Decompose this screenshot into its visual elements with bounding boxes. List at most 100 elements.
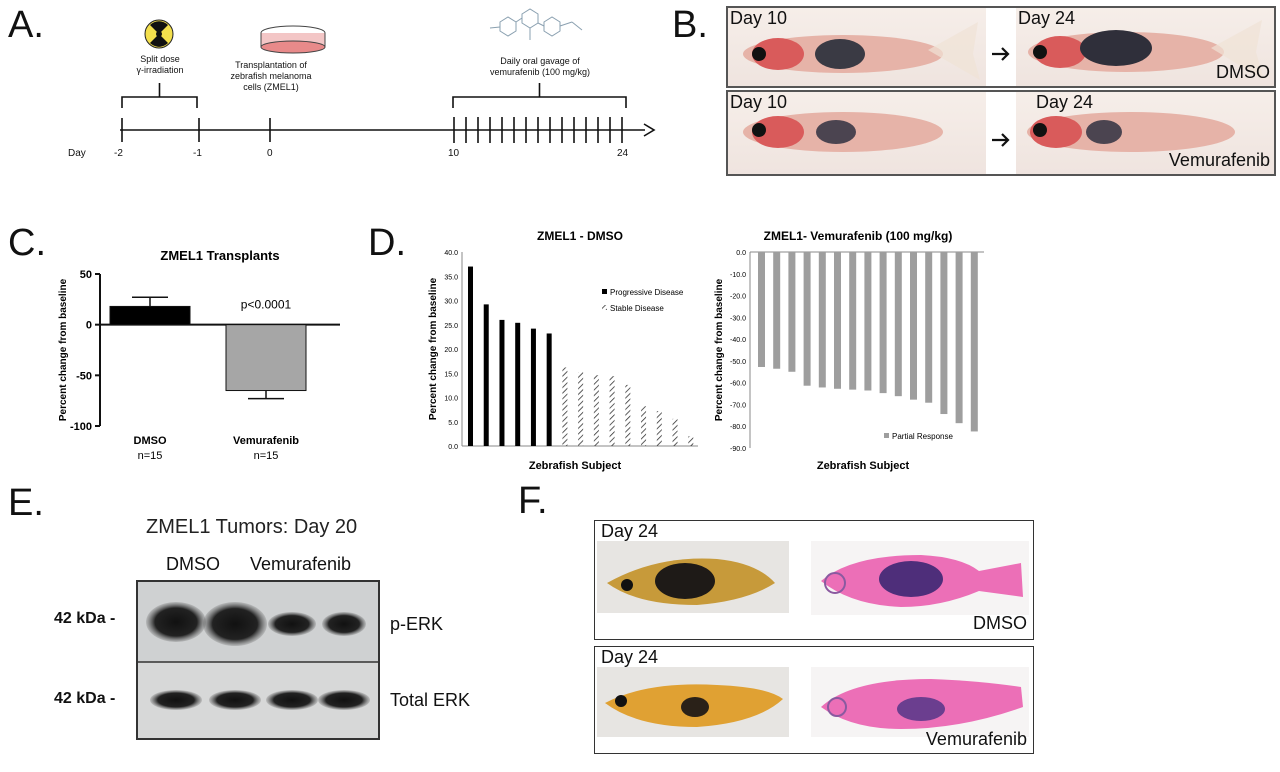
x-category-label: Vemurafenib bbox=[233, 435, 299, 447]
bar-partial-response bbox=[940, 252, 948, 415]
histology-row-vemurafenib: Day 24 Vemurafenib bbox=[594, 646, 1034, 754]
bar-progressive bbox=[515, 322, 521, 446]
bar bbox=[109, 305, 191, 326]
legend-label: Progressive Disease bbox=[610, 288, 684, 297]
day-tick-label: 0 bbox=[267, 148, 273, 159]
day-tick-label: 24 bbox=[617, 148, 629, 159]
day-label: Day 10 bbox=[730, 8, 788, 28]
petri-dish-icon bbox=[260, 25, 326, 54]
group-label: Vemurafenib bbox=[1168, 150, 1270, 170]
chart-title: ZMEL1 Transplants bbox=[160, 248, 279, 263]
y-tick-label: 0 bbox=[86, 320, 92, 332]
y-tick-label: 40.0 bbox=[444, 250, 458, 257]
bar-partial-response bbox=[955, 252, 963, 424]
bar-stable bbox=[625, 384, 631, 446]
bar-partial-response bbox=[849, 252, 857, 390]
kda-marker: 42 kDa - bbox=[54, 690, 116, 707]
n-label: n=15 bbox=[254, 450, 279, 462]
bar-progressive bbox=[499, 319, 505, 446]
fish-drawing bbox=[743, 22, 980, 80]
blot-title: ZMEL1 Tumors: Day 20 bbox=[146, 516, 358, 538]
y-axis-label: Percent change from baseline bbox=[58, 278, 69, 421]
panel-d-letter: D. bbox=[368, 222, 406, 264]
day-tick-label: -1 bbox=[193, 148, 202, 159]
bar-partial-response bbox=[834, 252, 841, 389]
chart-d-dmso: ZMEL1 - DMSO 0.0 5.0 10.0 15.0 20.0 25.0 30.0 35… bbox=[428, 229, 698, 472]
panel-c-letter: C. bbox=[8, 222, 46, 264]
bar-progressive bbox=[530, 328, 536, 446]
bar-stable bbox=[641, 406, 647, 446]
panel-b-letter: B. bbox=[672, 4, 708, 46]
y-tick-label: 15.0 bbox=[444, 371, 458, 378]
fish-photo bbox=[728, 92, 986, 174]
fish-drawing bbox=[1027, 112, 1235, 152]
bar-progressive bbox=[483, 304, 489, 446]
he-section bbox=[811, 541, 1029, 615]
y-tick-label: 0.0 bbox=[448, 444, 458, 451]
timeline-diagram bbox=[120, 8, 656, 143]
he-section bbox=[811, 667, 1029, 737]
arrow-gap bbox=[986, 92, 1016, 174]
bar-stable bbox=[656, 411, 662, 446]
y-tick-label: 30.0 bbox=[444, 299, 458, 306]
y-tick-label: -50.0 bbox=[730, 359, 746, 366]
y-tick-label: -100 bbox=[70, 421, 92, 433]
group-label: DMSO bbox=[1216, 62, 1270, 82]
bar-progressive bbox=[546, 333, 552, 446]
y-tick-label: -30.0 bbox=[730, 315, 746, 322]
y-tick-label: 50 bbox=[80, 269, 92, 281]
bar-stable bbox=[593, 375, 599, 446]
y-tick-label: -80.0 bbox=[730, 424, 746, 431]
chart-d-vemurafenib: ZMEL1- Vemurafenib (100 mg/kg) 0.0 -10.0 -2… bbox=[714, 229, 984, 472]
bar bbox=[225, 324, 307, 392]
day-axis-label: Day bbox=[68, 148, 86, 159]
lane-label-vemurafenib: Vemurafenib bbox=[250, 554, 352, 574]
x-axis-label: Zebrafish Subject bbox=[817, 460, 910, 472]
bar-stable bbox=[609, 376, 615, 446]
y-tick-label: 35.0 bbox=[444, 274, 458, 281]
day-label: Day 24 bbox=[1036, 92, 1094, 112]
transplant-label: Transplantation of zebrafish melanoma ce… bbox=[230, 60, 312, 92]
group-label: Vemurafenib bbox=[925, 729, 1027, 749]
irradiation-label: Split dose γ-irradiation bbox=[136, 54, 184, 75]
bar-partial-response bbox=[970, 252, 978, 432]
band-label-perk: p-ERK bbox=[390, 614, 444, 634]
bar-partial-response bbox=[864, 252, 872, 391]
x-axis-label: Zebrafish Subject bbox=[529, 460, 622, 472]
day-tick-label: -2 bbox=[114, 148, 123, 159]
legend-label: Stable Disease bbox=[610, 304, 664, 313]
fish-photo bbox=[1016, 8, 1274, 86]
bar-partial-response bbox=[925, 252, 933, 403]
bar-stable bbox=[578, 372, 584, 446]
y-tick-label: -40.0 bbox=[730, 337, 746, 344]
y-tick-label: 5.0 bbox=[448, 420, 458, 427]
bar-partial-response bbox=[910, 252, 917, 400]
band-label-total-erk: Total ERK bbox=[390, 690, 471, 710]
radiation-icon bbox=[144, 19, 174, 49]
panel-e-letter: E. bbox=[8, 482, 44, 524]
fish-image-row-dmso: Day 10 Day 24 DMSO bbox=[726, 6, 1276, 88]
x-category-label: DMSO bbox=[134, 435, 167, 447]
y-tick-label: -90.0 bbox=[730, 446, 746, 453]
blot-bands bbox=[138, 582, 378, 710]
day-label: Day 10 bbox=[730, 92, 788, 112]
bar-progressive bbox=[468, 266, 473, 446]
panel-a-letter: A. bbox=[8, 4, 44, 46]
gavage-label: Daily oral gavage of vemurafenib (100 mg… bbox=[489, 56, 591, 77]
lane-label-dmso: DMSO bbox=[166, 554, 220, 574]
fish-drawing bbox=[1028, 20, 1264, 80]
chart-title: ZMEL1 - DMSO bbox=[537, 229, 623, 243]
n-label: n=15 bbox=[138, 450, 163, 462]
bar-partial-response bbox=[788, 252, 796, 372]
arrow-gap bbox=[986, 8, 1016, 86]
western-blot bbox=[136, 580, 380, 740]
y-tick-label: -60.0 bbox=[730, 381, 746, 388]
chart-title: ZMEL1- Vemurafenib (100 mg/kg) bbox=[764, 229, 953, 243]
p-value: p<0.0001 bbox=[241, 298, 292, 312]
fish-image-row-vemurafenib: Day 10 Day 24 Vemurafenib bbox=[726, 90, 1276, 176]
bar-stable bbox=[688, 436, 694, 446]
fish-drawing bbox=[743, 112, 943, 152]
y-axis-label: Percent change from baseline bbox=[428, 277, 439, 420]
y-tick-label: -50 bbox=[76, 370, 92, 382]
fish-photo bbox=[1016, 92, 1274, 174]
